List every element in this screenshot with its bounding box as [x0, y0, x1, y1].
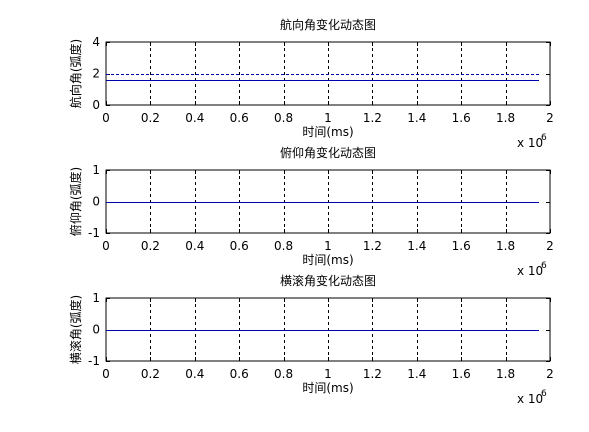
y-tick-label-3-1: 0 — [92, 323, 100, 337]
x-axis-label-3: 时间(ms) — [302, 381, 353, 395]
x-tick-label-2-7: 1.4 — [407, 239, 426, 253]
chart-title-2: 俯仰角变化动态图 — [280, 145, 376, 160]
x-tick-label-1-1: 0.2 — [141, 111, 160, 125]
x-tick-label-2-10: 2 — [546, 239, 554, 253]
x-multiplier-base-1: x 10 — [517, 136, 543, 150]
x-tick-label-1-4: 0.8 — [274, 111, 293, 125]
x-tick-label-2-5: 1 — [324, 239, 332, 253]
y-axis-label-2: 俯仰角(弧度) — [68, 167, 83, 236]
x-tick-label-1-10: 2 — [546, 111, 554, 125]
x-multiplier-base-2: x 10 — [517, 264, 543, 278]
x-tick-label-3-9: 1.8 — [496, 367, 515, 381]
x-tick-label-1-0: 0 — [102, 111, 110, 125]
x-tick-label-1-6: 1.2 — [363, 111, 382, 125]
x-tick-label-3-3: 0.6 — [230, 367, 249, 381]
y-tick-label-1-1: 2 — [92, 67, 100, 81]
y-tick-label-1-0: 0 — [92, 98, 100, 112]
y-tick-label-2-0: -1 — [88, 226, 100, 240]
y-axis-label-1: 航向角(弧度) — [68, 39, 83, 108]
y-axis-label-3: 横滚角(弧度) — [68, 295, 83, 364]
x-multiplier-base-3: x 10 — [517, 392, 543, 406]
x-tick-label-3-6: 1.2 — [363, 367, 382, 381]
x-tick-label-2-9: 1.8 — [496, 239, 515, 253]
x-tick-label-2-3: 0.6 — [230, 239, 249, 253]
x-tick-label-2-0: 0 — [102, 239, 110, 253]
x-tick-label-1-8: 1.6 — [452, 111, 471, 125]
x-tick-label-3-4: 0.8 — [274, 367, 293, 381]
x-multiplier-exponent-3: 6 — [541, 389, 547, 399]
x-axis-label-2: 时间(ms) — [302, 253, 353, 267]
y-tick-label-2-1: 0 — [92, 195, 100, 209]
y-tick-label-3-2: 1 — [92, 291, 100, 305]
x-tick-label-2-4: 0.8 — [274, 239, 293, 253]
x-tick-label-1-5: 1 — [324, 111, 332, 125]
y-tick-label-1-2: 4 — [92, 35, 100, 49]
x-tick-label-1-9: 1.8 — [496, 111, 515, 125]
x-tick-label-3-7: 1.4 — [407, 367, 426, 381]
x-tick-label-2-6: 1.2 — [363, 239, 382, 253]
y-tick-label-3-0: -1 — [88, 354, 100, 368]
x-tick-label-3-2: 0.4 — [185, 367, 204, 381]
chart-title-1: 航向角变化动态图 — [280, 17, 376, 32]
x-tick-label-3-10: 2 — [546, 367, 554, 381]
x-tick-label-2-2: 0.4 — [185, 239, 204, 253]
x-tick-label-1-2: 0.4 — [185, 111, 204, 125]
x-multiplier-exponent-2: 6 — [541, 261, 547, 271]
chart-title-3: 横滚角变化动态图 — [280, 273, 376, 288]
x-tick-label-3-8: 1.6 — [452, 367, 471, 381]
x-axis-label-1: 时间(ms) — [302, 125, 353, 139]
y-tick-label-2-2: 1 — [92, 163, 100, 177]
x-tick-label-3-0: 0 — [102, 367, 110, 381]
x-tick-label-3-1: 0.2 — [141, 367, 160, 381]
x-tick-label-1-3: 0.6 — [230, 111, 249, 125]
x-tick-label-2-8: 1.6 — [452, 239, 471, 253]
x-tick-label-2-1: 0.2 — [141, 239, 160, 253]
x-tick-label-1-7: 1.4 — [407, 111, 426, 125]
x-multiplier-exponent-1: 6 — [541, 133, 547, 143]
x-tick-label-3-5: 1 — [324, 367, 332, 381]
